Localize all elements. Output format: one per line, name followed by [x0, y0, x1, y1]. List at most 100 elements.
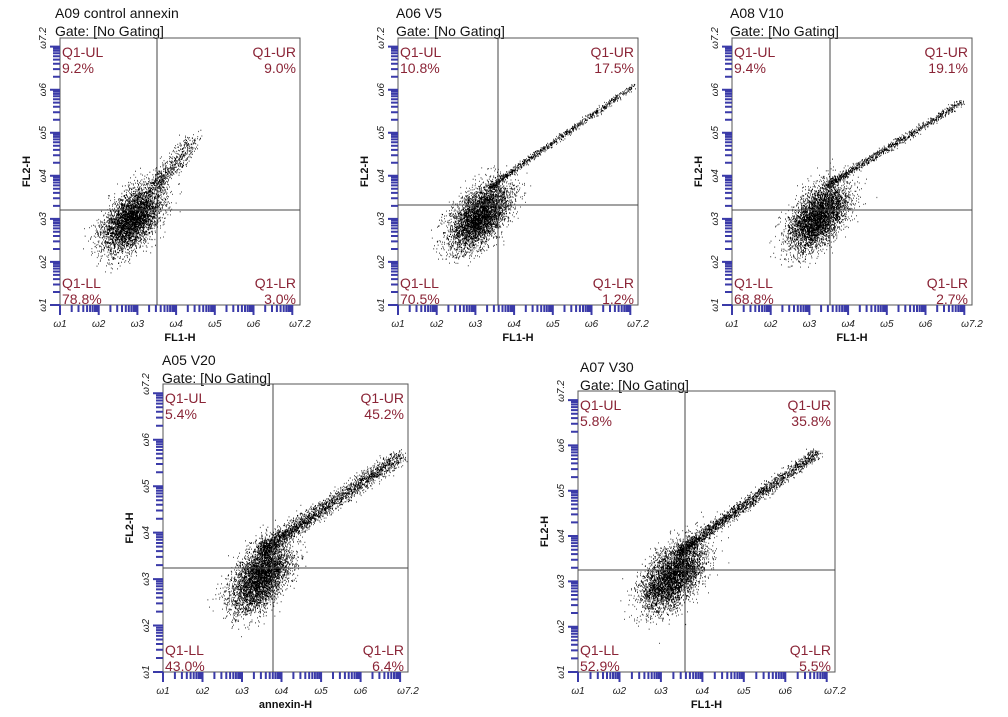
quadrant-percent: 9.2%	[62, 60, 94, 76]
y-axis-label: FL2-H	[359, 156, 371, 187]
y-tick-label: ω2	[710, 255, 721, 269]
x-tick-label: ω2	[196, 686, 210, 697]
gate-label: Gate: [No Gating]	[162, 370, 271, 386]
x-tick-label: ω4	[841, 319, 855, 330]
y-tick-label: ω3	[556, 574, 567, 588]
x-axis-label: FL1-H	[164, 332, 195, 344]
gate-label: Gate: [No Gating]	[580, 377, 689, 393]
axis-ticks	[153, 392, 402, 682]
x-tick-label: ω7.2	[289, 319, 311, 330]
x-tick-label: ω4	[507, 319, 521, 330]
gate-label: Gate: [No Gating]	[730, 23, 839, 39]
x-tick-label: ω1	[391, 319, 404, 330]
x-tick-label: ω6	[919, 319, 933, 330]
x-tick-label: ω4	[169, 319, 183, 330]
x-tick-label: ω5	[880, 319, 894, 330]
y-tick-label: ω5	[556, 484, 567, 498]
quadrant-name: Q1-LR	[927, 275, 968, 291]
quadrant-name: Q1-UR	[787, 397, 831, 413]
x-tick-label: ω6	[247, 319, 261, 330]
event-cloud	[83, 129, 203, 274]
quadrant-percent: 78.8%	[62, 291, 102, 307]
quadrant-percent: 9.4%	[734, 60, 766, 76]
event-cloud	[431, 83, 636, 267]
quadrant-name: Q1-LR	[593, 275, 634, 291]
x-tick-label: ω5	[737, 686, 751, 697]
x-tick-label: ω2	[613, 686, 627, 697]
x-tick-label: ω1	[156, 686, 169, 697]
quadrant-percent: 5.4%	[165, 406, 197, 422]
quadrant-percent: 35.8%	[791, 413, 831, 429]
y-tick-label: ω4	[556, 529, 567, 543]
x-tick-label: ω1	[571, 686, 584, 697]
y-tick-label: ω7.2	[376, 27, 387, 49]
quadrant-percent: 3.0%	[264, 291, 296, 307]
quadrant-percent: 19.1%	[928, 60, 968, 76]
quadrant-name: Q1-UR	[252, 44, 296, 60]
x-tick-label: ω1	[725, 319, 738, 330]
y-tick-label: ω1	[376, 298, 387, 311]
y-tick-label: ω7.2	[556, 380, 567, 402]
panel-title: A07 V30	[580, 359, 634, 375]
y-tick-label: ω3	[141, 572, 152, 586]
quadrant-name: Q1-UR	[360, 390, 404, 406]
quadrant-percent: 70.5%	[400, 291, 440, 307]
y-tick-label: ω7.2	[141, 373, 152, 395]
y-tick-label: ω2	[376, 255, 387, 269]
y-tick-label: ω7.2	[38, 27, 49, 49]
y-tick-label: ω3	[376, 212, 387, 226]
x-tick-label: ω4	[696, 686, 710, 697]
x-tick-label: ω7.2	[397, 686, 419, 697]
x-tick-label: ω6	[354, 686, 368, 697]
quadrant-name: Q1-UL	[734, 44, 775, 60]
quadrant-name: Q1-UL	[580, 397, 621, 413]
y-tick-label: ω1	[38, 298, 49, 311]
panel-title: A06 V5	[396, 5, 442, 21]
y-tick-label: ω5	[38, 126, 49, 140]
y-tick-label: ω2	[38, 255, 49, 269]
gate-label: Gate: [No Gating]	[55, 23, 164, 39]
y-axis-label: FL2-H	[539, 516, 551, 547]
axis-ticks	[722, 45, 966, 315]
quadrant-name: Q1-UL	[62, 44, 103, 60]
x-tick-label: ω2	[764, 319, 778, 330]
y-tick-label: ω3	[710, 212, 721, 226]
quadrant-name: Q1-UL	[165, 390, 206, 406]
x-tick-label: ω6	[779, 686, 793, 697]
x-tick-label: ω3	[654, 686, 668, 697]
y-axis-label: FL2-H	[124, 512, 136, 543]
quadrant-name: Q1-UR	[590, 44, 634, 60]
quadrant-percent: 43.0%	[165, 658, 205, 674]
axis-ticks	[568, 399, 828, 682]
quadrant-name: Q1-LR	[790, 642, 831, 658]
y-axis-label: FL2-H	[693, 156, 705, 187]
y-tick-label: ω1	[141, 665, 152, 678]
y-tick-label: ω5	[710, 126, 721, 140]
x-tick-label: ω7.2	[961, 319, 983, 330]
event-cloud	[620, 448, 823, 645]
plot-frame	[577, 390, 836, 673]
plot-frame	[162, 383, 409, 673]
y-axis-label: FL2-H	[21, 156, 33, 187]
gate-label: Gate: [No Gating]	[396, 23, 505, 39]
y-tick-label: ω3	[38, 212, 49, 226]
plot-frame	[731, 37, 973, 306]
plot-frame	[59, 37, 301, 306]
x-tick-label: ω5	[546, 319, 560, 330]
y-tick-label: ω6	[38, 83, 49, 97]
quadrant-percent: 17.5%	[594, 60, 634, 76]
quadrant-percent: 10.8%	[400, 60, 440, 76]
quadrant-name: Q1-UR	[924, 44, 968, 60]
x-axis-label: FL1-H	[691, 699, 722, 711]
x-tick-label: ω3	[469, 319, 483, 330]
quadrant-percent: 2.7%	[936, 291, 968, 307]
y-tick-label: ω2	[141, 618, 152, 632]
y-tick-label: ω5	[141, 479, 152, 493]
x-tick-label: ω3	[235, 686, 249, 697]
x-tick-label: ω6	[585, 319, 599, 330]
x-tick-label: ω5	[314, 686, 328, 697]
quadrant-percent: 1.2%	[602, 291, 634, 307]
y-tick-label: ω4	[710, 169, 721, 183]
